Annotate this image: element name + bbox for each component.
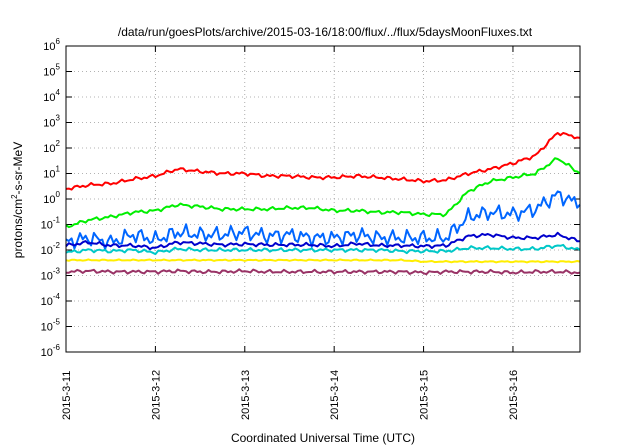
y-tick-base: 10: [41, 220, 53, 232]
series-line-7: [66, 268, 581, 276]
y-tick-label: 100: [43, 190, 60, 206]
y-tick-exp: 3: [56, 114, 61, 123]
x-tick-label: 2015-3-15: [419, 370, 431, 420]
y-tick-base: 10: [43, 169, 55, 181]
y-tick-exp: 0: [56, 190, 61, 199]
y-tick-label: 10-3: [41, 267, 61, 283]
series-line-5: [65, 243, 581, 256]
y-tick-label: 10-4: [41, 292, 61, 308]
series-line-3: [65, 190, 581, 251]
y-tick-base: 10: [43, 67, 55, 79]
y-tick-label: 102: [43, 139, 60, 155]
y-tick-base: 10: [43, 143, 55, 155]
y-tick-exp: 5: [56, 63, 61, 72]
y-tick-base: 10: [41, 296, 53, 308]
y-tick-label: 10-1: [41, 216, 61, 232]
y-tick-exp: 4: [56, 88, 61, 97]
y-tick-base: 10: [41, 271, 53, 283]
y-tick-base: 10: [41, 347, 53, 359]
series-line-4: [65, 231, 580, 251]
plot-frame: [65, 45, 581, 353]
y-tick-label: 103: [43, 114, 60, 130]
y-axis-label-sup: 2: [10, 194, 19, 199]
y-tick-base: 10: [43, 194, 55, 206]
y-tick-label: 104: [43, 88, 60, 104]
x-tick-labels: 2015-3-11 2015-3-12 2015-3-13 2015-3-14 2015…: [61, 370, 520, 420]
y-tick-base: 10: [41, 245, 53, 257]
chart-title: /data/run/goesPlots/archive/2015-03-16/1…: [118, 25, 533, 39]
y-tick-exp: -6: [53, 343, 61, 352]
y-tick-label: 106: [43, 37, 60, 53]
y-tick-exp: -1: [53, 216, 61, 225]
y-tick-label: 10-2: [41, 241, 61, 257]
y-tick-exp: -4: [53, 292, 61, 301]
y-tick-exp: -2: [53, 241, 61, 250]
y-tick-exp: 6: [56, 37, 61, 46]
y-axis-label: protons/cm2-s-sr-MeV: [10, 142, 25, 258]
y-tick-exp: 1: [56, 165, 61, 174]
y-tick-exp: -5: [53, 318, 61, 327]
y-tick-exp: 2: [56, 139, 61, 148]
x-tick-label: 2015-3-14: [329, 370, 341, 420]
y-tick-base: 10: [43, 92, 55, 104]
y-tick-base: 10: [43, 118, 55, 130]
series-line-2: [65, 157, 581, 229]
y-tick-exp: -3: [53, 267, 61, 276]
y-tick-base: 10: [41, 322, 53, 334]
y-tick-label: 10-5: [41, 318, 61, 334]
x-tick-label: 2015-3-13: [240, 370, 252, 420]
series-line-6: [65, 258, 581, 264]
x-tick-label: 2015-3-12: [150, 370, 162, 420]
y-axis-label-pre: protons/cm: [11, 199, 25, 258]
x-axis-label: Coordinated Universal Time (UTC): [231, 431, 415, 445]
series-group: [65, 132, 581, 276]
y-tick-labels: 10-610-510-410-310-210-11001011021031041…: [41, 37, 61, 359]
y-axis-label-post: -s-sr-MeV: [11, 142, 25, 195]
y-tick-label: 10-6: [41, 343, 61, 359]
series-line-1: [65, 132, 581, 191]
y-tick-label: 101: [43, 165, 60, 181]
x-tick-label: 2015-3-11: [61, 371, 73, 420]
y-tick-label: 105: [43, 63, 60, 79]
x-tick-label: 2015-3-16: [508, 370, 520, 420]
y-tick-base: 10: [43, 41, 55, 53]
